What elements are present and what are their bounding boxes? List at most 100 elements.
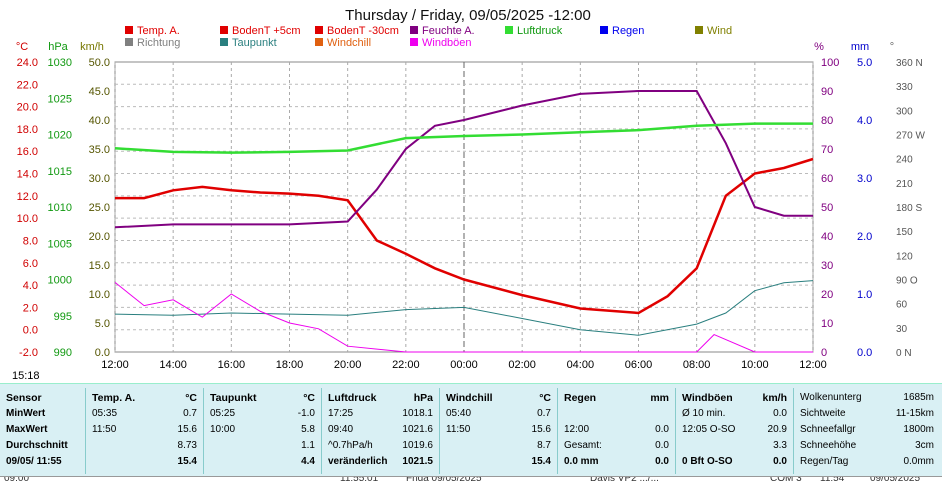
legend-swatch xyxy=(220,26,228,34)
x-tick-label: 08:00 xyxy=(683,359,711,371)
x-tick-label: 16:00 xyxy=(218,359,246,371)
stats-header: Taupunkt xyxy=(210,392,257,404)
stats-column-luftdruck: Luftdruck hPa 17:25 1018.1 09:40 1021.6 ^0.7hP… xyxy=(322,388,440,474)
y-tick-label: 20.0 xyxy=(89,231,110,243)
stats-row-value: 15.4 xyxy=(531,456,551,467)
y-tick-label: 60 xyxy=(821,173,833,185)
stats-row-left: Schneefallgr xyxy=(800,424,856,435)
axis-unit-label: hPa xyxy=(48,41,68,53)
legend-swatch xyxy=(505,26,513,34)
stats-row: Schneehöhe 3cm xyxy=(798,440,936,454)
y-tick-label: 0.0 xyxy=(95,347,110,359)
stats-row-value: 1685m xyxy=(903,392,934,403)
stats-row-value: 8.73 xyxy=(177,440,197,451)
y-tick-label: 10.0 xyxy=(17,213,38,225)
y-tick-label: 2.0 xyxy=(23,302,38,314)
stats-column-regen: Regen mm 12:00 0.0 Gesamt: 0.0 0.0 mm 0.0 xyxy=(558,388,676,474)
stats-row xyxy=(562,408,671,422)
bottom-status-line: 09:00 11:55:01 Frida 09/05/2025 Davis VP2 .… xyxy=(0,476,942,484)
stats-row-value: 3cm xyxy=(915,440,934,451)
stats-row: 17:25 1018.1 xyxy=(326,408,435,422)
stats-row: 0.0 mm 0.0 xyxy=(562,456,671,470)
stats-row-value: 1800m xyxy=(903,424,934,435)
stats-row: 09:40 1021.6 xyxy=(326,424,435,438)
grid-lines: 12:00 14:00 16:00 18:00 20:00 22:00 00:00 02:00… xyxy=(101,62,827,371)
stats-unit: °C xyxy=(539,392,551,404)
stats-row-left: Wolkenunterg xyxy=(800,392,862,403)
legend-swatch xyxy=(125,38,133,46)
stats-row: Durchschnitt xyxy=(4,440,81,454)
y-tick-label: 50 xyxy=(821,202,833,214)
stats-row-value: 11-15km xyxy=(895,408,934,419)
y-tick-label: 990 xyxy=(54,347,72,359)
stats-row-left: 11:50 xyxy=(92,424,117,435)
x-tick-label: 02:00 xyxy=(508,359,536,371)
legend-swatch xyxy=(410,38,418,46)
stats-row-value: 0.0 xyxy=(655,456,669,467)
legend-swatch xyxy=(220,38,228,46)
stats-row: 12:00 0.0 xyxy=(562,424,671,438)
legend-swatch xyxy=(410,26,418,34)
y-tick-label: 360 N xyxy=(896,58,923,69)
y-tick-label: 0 N xyxy=(896,348,912,359)
legend-label: BodenT +5cm xyxy=(232,25,301,37)
y-tick-label: 30 xyxy=(896,324,908,335)
stats-row: Schneefallgr 1800m xyxy=(798,424,936,438)
legend-swatch xyxy=(125,26,133,34)
series-line-luftdruck xyxy=(114,122,813,154)
stats-row: 12:05 O-SO 20.9 xyxy=(680,424,789,438)
y-tick-label: 5.0 xyxy=(95,318,110,330)
stats-row: 11:50 15.6 xyxy=(444,424,553,438)
bottom-text: Frida 09/05/2025 xyxy=(406,476,482,484)
x-tick-label: 22:00 xyxy=(392,359,420,371)
stats-row: Wolkenunterg 1685m xyxy=(798,392,936,406)
series-line-windb-en xyxy=(114,282,813,353)
legend-label: Luftdruck xyxy=(517,25,563,37)
legend-swatch xyxy=(315,38,323,46)
stats-row-left: 0.0 mm xyxy=(564,456,599,467)
stats-row: 3.3 xyxy=(680,440,789,454)
stats-row-value: -1.0 xyxy=(297,408,315,419)
stats-row: 11:50 15.6 xyxy=(90,424,199,438)
stats-unit: °C xyxy=(303,392,315,404)
y-tick-label: 40 xyxy=(821,231,833,243)
stats-row: Gesamt: 0.0 xyxy=(562,440,671,454)
series-line-feuchte-a- xyxy=(114,90,813,229)
series-line-taupunkt xyxy=(114,280,814,336)
status-bar: 15:18 xyxy=(0,370,942,383)
legend-label: Wind xyxy=(707,25,732,37)
legend-label: Taupunkt xyxy=(232,37,277,49)
stats-row: Sichtweite 11-15km xyxy=(798,408,936,422)
y-tick-label: 180 S xyxy=(896,203,922,214)
y-tick-label: 1010 xyxy=(48,202,72,214)
stats-row-left: ^0.7hPa/h xyxy=(328,440,373,451)
stats-row-left: Gesamt: xyxy=(564,440,602,451)
stats-header: Sensor xyxy=(6,392,42,404)
axis-unit-label: km/h xyxy=(80,41,104,53)
y-tick-label: 300 xyxy=(896,106,913,117)
stats-row: ^0.7hPa/h 1019.6 xyxy=(326,440,435,454)
stats-row-value: 8.7 xyxy=(537,440,551,451)
stats-row-left: veränderlich xyxy=(328,456,388,467)
stats-row-left: 12:00 xyxy=(564,424,590,435)
stats-column-sensor: Sensor MinWert MaxWert Durchschnitt 09/05/ 1… xyxy=(0,388,86,474)
bottom-text: 11:54 xyxy=(820,476,845,484)
chart-legend: Temp. A. BodenT +5cm BodenT -30cm Feuchte A… xyxy=(125,25,732,49)
bottom-text: 11:55:01 xyxy=(340,476,379,484)
y-tick-label: 45.0 xyxy=(89,86,110,98)
x-tick-label: 04:00 xyxy=(567,359,595,371)
stats-row-label: MaxWert xyxy=(6,424,48,435)
stats-row: 0 Bft O-SO 0.0 xyxy=(680,456,789,470)
series-line-temp-a- xyxy=(115,157,814,315)
stats-row: MaxWert xyxy=(4,424,81,438)
y-tick-label: 25.0 xyxy=(89,202,110,214)
stats-row: 10:00 5.8 xyxy=(208,424,317,438)
y-tick-label: 995 xyxy=(54,311,72,323)
stats-row: 1.1 xyxy=(208,440,317,454)
stats-row-value: 5.8 xyxy=(301,424,315,435)
stats-row-value: 0.0 xyxy=(773,456,787,467)
stats-row-left: Schneehöhe xyxy=(800,440,857,451)
stats-row-left: 09:40 xyxy=(328,424,354,435)
chart-title: Thursday / Friday, 09/05/2025 -12:00 xyxy=(345,7,591,24)
y-tick-label: 20.0 xyxy=(17,102,38,114)
